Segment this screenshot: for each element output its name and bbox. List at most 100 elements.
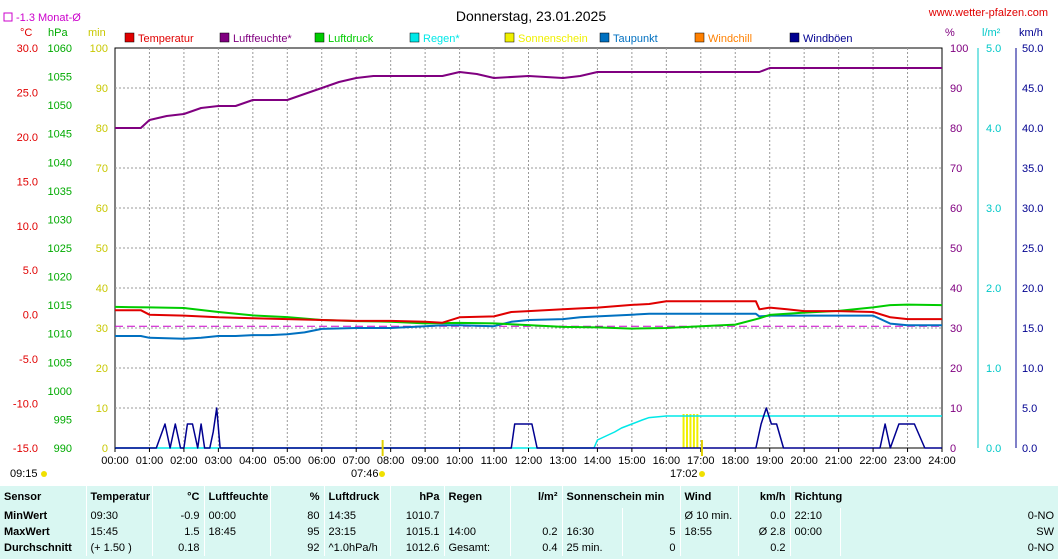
y-tick-label-temp: 25.0: [17, 87, 38, 99]
y-tick-label-rain: 0.0: [986, 443, 1001, 455]
statistics-panel: Sensor Temperatur °C Luftfeuchte % Luftd…: [0, 486, 1058, 559]
y-tick-label-humidity: 90: [950, 83, 962, 95]
y-tick-label-temp: 30.0: [17, 43, 38, 55]
x-tick-label: 14:00: [584, 455, 612, 467]
stats-cell: 0.4: [509, 540, 562, 556]
y-tick-label-humidity: 70: [950, 163, 962, 175]
stats-header: Luftdruck: [323, 486, 390, 508]
sun-icon: [41, 471, 47, 477]
series-line-windböen: [115, 407, 942, 449]
stats-cell: 00:00: [789, 524, 841, 540]
x-tick-label: 10:00: [446, 455, 474, 467]
chart-title: Donnerstag, 23.01.2025: [456, 8, 606, 24]
series-line-temperatur: [115, 300, 942, 324]
x-tick-label: 23:00: [894, 455, 922, 467]
y-tick-label-wind: 10.0: [1022, 363, 1043, 375]
legend-swatch: [504, 32, 515, 43]
stats-header: Wind: [679, 486, 739, 508]
y-tick-label-temp: -15.0: [13, 443, 38, 455]
y-tick-label-wind: 5.0: [1022, 403, 1037, 415]
stats-cell: 23:15: [323, 524, 390, 540]
stats-cell: 22:10: [789, 508, 841, 524]
x-axis: 00:00 01:00 02:00 03:00 04:00 05:00 06:00 07:00…: [101, 440, 956, 467]
stats-header-row: Sensor Temperatur °C Luftfeuchte % Luftd…: [0, 486, 1058, 508]
stats-row-min: MinWert 09:30 -0.9 00:00 80 14:35 1010.7…: [0, 508, 1058, 524]
unit-rain: l/m²: [982, 27, 1001, 39]
stats-cell: 18:45: [203, 524, 270, 540]
y-tick-label-humidity: 80: [950, 123, 962, 135]
x-tick-label: 19:00: [756, 455, 784, 467]
y-tick-label-pressure: 1055: [48, 72, 72, 84]
y-tick-label-minutes: 50: [96, 243, 108, 255]
stats-cell: 92: [269, 540, 324, 556]
y-tick-label-pressure: 1010: [48, 329, 72, 341]
stats-header: Luftfeuchte: [203, 486, 270, 508]
x-tick-label: 16:00: [653, 455, 681, 467]
stats-header: Sensor: [4, 491, 42, 503]
monthly-avg-marker-icon: [3, 12, 13, 22]
y-tick-label-minutes: 90: [96, 83, 108, 95]
x-tick-label: 00:00: [101, 455, 129, 467]
stats-header: °C: [151, 486, 204, 508]
y-tick-label-wind: 45.0: [1022, 83, 1043, 95]
legend-label: Windböen: [803, 33, 853, 45]
stats-cell: 0.0: [737, 508, 791, 524]
y-tick-label-rain: 4.0: [986, 123, 1001, 135]
series-line-luftfeuchte: [115, 67, 942, 129]
stats-cell: 15:45: [85, 524, 152, 540]
x-tick-label: 02:00: [170, 455, 198, 467]
statistics-table: Sensor Temperatur °C Luftfeuchte % Luftd…: [0, 486, 1058, 556]
y-tick-label-pressure: 1050: [48, 100, 72, 112]
legend-swatch: [314, 32, 325, 43]
legend-label: Luftdruck: [328, 33, 374, 45]
legend-label: Luftfeuchte*: [233, 33, 292, 45]
stats-cell: 0.2: [737, 540, 791, 556]
stats-cell: [561, 508, 622, 524]
x-tick-label: 18:00: [721, 455, 749, 467]
legend-swatch: [599, 32, 610, 43]
x-tick-label: 24:00: [928, 455, 956, 467]
y-tick-label-rain: 3.0: [986, 203, 1001, 215]
stats-row-label: MinWert: [4, 510, 48, 522]
y-tick-label-minutes: 100: [90, 43, 108, 55]
y-tick-label-pressure: 1025: [48, 243, 72, 255]
y-tick-label-minutes: 80: [96, 123, 108, 135]
stats-cell: 09:30: [85, 508, 152, 524]
y-tick-label-minutes: 30: [96, 323, 108, 335]
stats-cell: [679, 540, 739, 556]
y-tick-label-pressure: 1030: [48, 214, 72, 226]
stats-cell: (+ 1.50 ): [85, 540, 152, 556]
stats-cell: [789, 540, 841, 556]
y-tick-label-humidity: 10: [950, 403, 962, 415]
y-tick-label-temp: 5.0: [23, 265, 38, 277]
legend-swatch: [409, 32, 420, 43]
y-tick-label-pressure: 1035: [48, 186, 72, 198]
y-tick-label-minutes: 0: [102, 443, 108, 455]
stats-row-max: MaxWert 15:45 1.5 18:45 95 23:15 1015.1 …: [0, 524, 1058, 540]
sunset-sun-icon: [699, 471, 705, 477]
sunrise-time: 07:46: [351, 468, 379, 480]
x-tick-label: 07:00: [342, 455, 370, 467]
y-tick-label-pressure: 1020: [48, 272, 72, 284]
site-url: www.wetter-pfalzen.com: [928, 7, 1048, 19]
stats-cell: SW: [839, 524, 1058, 540]
y-tick-label-pressure: 1060: [48, 43, 72, 55]
stats-cell: Ø 10 min.: [679, 508, 739, 524]
y-tick-label-pressure: 1005: [48, 357, 72, 369]
unit-pressure: hPa: [48, 27, 68, 39]
y-tick-label-wind: 20.0: [1022, 283, 1043, 295]
stats-cell: [443, 508, 510, 524]
y-tick-label-minutes: 10: [96, 403, 108, 415]
legend-label: Sonnenschein: [518, 33, 588, 45]
stats-row-label: Durchschnitt: [4, 542, 72, 554]
stats-cell: 14:35: [323, 508, 390, 524]
stats-cell: 0: [621, 540, 681, 556]
y-tick-label-minutes: 70: [96, 163, 108, 175]
y-tick-label-humidity: 30: [950, 323, 962, 335]
sunrise-sun-icon: [379, 471, 385, 477]
y-tick-label-pressure: 1000: [48, 386, 72, 398]
stats-cell: 0.18: [151, 540, 204, 556]
stats-cell: 0-NO: [839, 508, 1058, 524]
start-time: 09:15: [10, 468, 38, 480]
x-tick-label: 04:00: [239, 455, 267, 467]
